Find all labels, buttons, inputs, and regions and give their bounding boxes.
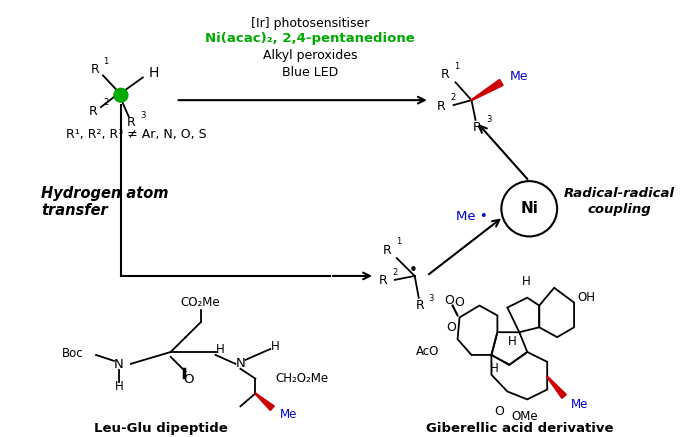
- Text: CO₂Me: CO₂Me: [181, 296, 220, 309]
- Circle shape: [114, 88, 128, 102]
- Text: 2: 2: [393, 268, 398, 277]
- Text: O: O: [446, 321, 457, 334]
- Text: R: R: [473, 121, 482, 134]
- Text: OH: OH: [577, 291, 595, 304]
- Text: R¹, R², R³ ≠ Ar, N, O, S: R¹, R², R³ ≠ Ar, N, O, S: [66, 128, 207, 141]
- Text: R: R: [379, 274, 388, 288]
- Text: 2: 2: [103, 98, 108, 107]
- Text: 3: 3: [140, 111, 145, 120]
- Text: Leu-Glu dipeptide: Leu-Glu dipeptide: [94, 422, 228, 434]
- Text: O: O: [455, 296, 464, 309]
- Text: H: H: [508, 335, 517, 347]
- Text: transfer: transfer: [42, 203, 108, 218]
- Text: Radical-radical: Radical-radical: [563, 187, 675, 201]
- Text: Me: Me: [509, 70, 528, 83]
- Text: H: H: [149, 66, 159, 80]
- Text: H: H: [216, 343, 225, 356]
- Text: CH₂O₂Me: CH₂O₂Me: [275, 372, 329, 385]
- Text: 1: 1: [396, 237, 401, 246]
- Text: [Ir] photosensitiser: [Ir] photosensitiser: [251, 17, 370, 30]
- Text: Me: Me: [280, 408, 298, 421]
- Text: O: O: [445, 294, 455, 307]
- Text: 1: 1: [103, 56, 108, 66]
- Text: Alkyl peroxides: Alkyl peroxides: [263, 49, 357, 62]
- Text: AcO: AcO: [417, 346, 439, 358]
- Text: R: R: [91, 63, 100, 76]
- Text: 1: 1: [455, 62, 459, 70]
- Text: 2: 2: [450, 93, 456, 102]
- Text: R: R: [441, 68, 450, 81]
- Text: coupling: coupling: [587, 203, 650, 216]
- Text: Ni(acac)₂, 2,4-pentanedione: Ni(acac)₂, 2,4-pentanedione: [206, 32, 415, 45]
- Text: Me: Me: [571, 398, 588, 411]
- Text: O: O: [183, 373, 194, 386]
- Text: R: R: [89, 104, 98, 118]
- Text: H: H: [115, 380, 123, 393]
- Text: Giberellic acid derivative: Giberellic acid derivative: [426, 422, 613, 434]
- Text: R: R: [437, 100, 446, 113]
- Text: R: R: [383, 244, 391, 257]
- Text: Hydrogen atom: Hydrogen atom: [42, 187, 169, 201]
- Text: N: N: [235, 357, 245, 370]
- Text: O: O: [495, 405, 504, 418]
- Text: Blue LED: Blue LED: [282, 66, 338, 79]
- Polygon shape: [547, 376, 566, 399]
- Text: N: N: [114, 358, 124, 371]
- Polygon shape: [471, 80, 503, 101]
- Text: OMe: OMe: [511, 409, 538, 423]
- Polygon shape: [255, 393, 274, 410]
- Text: H: H: [490, 362, 499, 375]
- Text: Me •: Me •: [455, 210, 487, 223]
- Text: R: R: [127, 116, 135, 129]
- Text: H: H: [271, 340, 280, 353]
- Text: H: H: [522, 275, 531, 288]
- Text: Ni: Ni: [520, 201, 538, 216]
- Text: 3: 3: [486, 115, 492, 124]
- Text: 3: 3: [428, 294, 434, 302]
- Text: •: •: [408, 263, 417, 277]
- Text: R: R: [415, 299, 424, 312]
- Text: Boc: Boc: [62, 347, 83, 361]
